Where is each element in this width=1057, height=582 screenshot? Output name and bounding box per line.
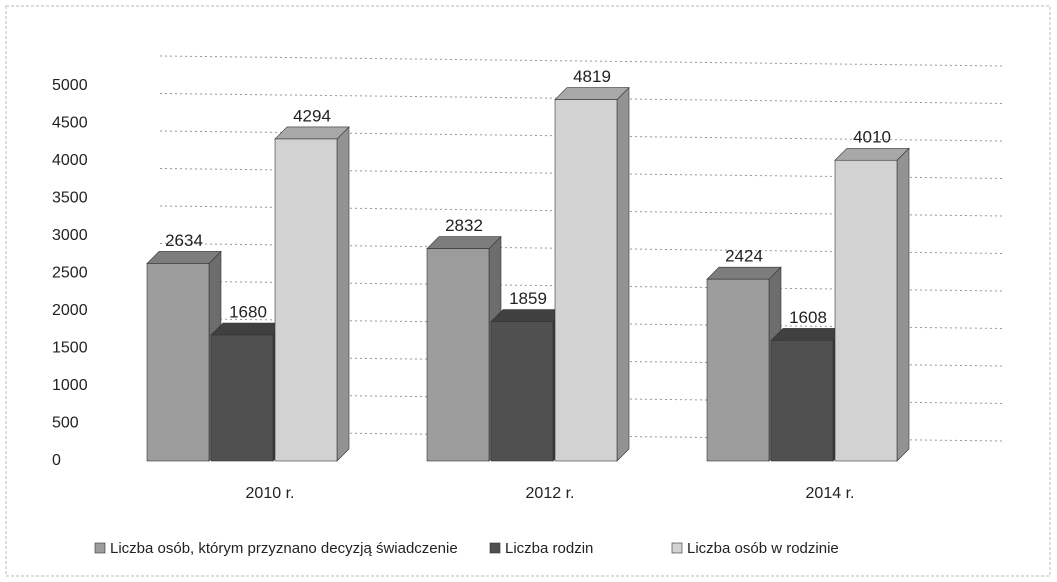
bar-top bbox=[426, 236, 502, 249]
data-label: 4819 bbox=[573, 67, 611, 86]
legend-swatch bbox=[94, 542, 106, 554]
x-tick-label: 2012 r. bbox=[526, 485, 575, 502]
y-tick-label: 500 bbox=[52, 415, 79, 432]
legend-swatch bbox=[489, 542, 501, 554]
data-label: 1608 bbox=[789, 308, 827, 327]
data-label: 4010 bbox=[853, 128, 891, 147]
bar bbox=[490, 321, 554, 462]
bar-top bbox=[554, 87, 630, 100]
data-label: 2424 bbox=[725, 247, 763, 266]
bar bbox=[706, 278, 770, 462]
y-tick-label: 4500 bbox=[52, 115, 88, 132]
y-tick-label: 5000 bbox=[52, 77, 88, 94]
bar-top bbox=[274, 126, 350, 140]
data-label: 4294 bbox=[293, 106, 331, 125]
data-label: 2634 bbox=[165, 231, 203, 250]
bar-top bbox=[706, 266, 782, 280]
y-tick-label: 0 bbox=[52, 452, 61, 469]
data-label: 1859 bbox=[509, 289, 547, 308]
data-label: 2832 bbox=[445, 216, 483, 235]
bar-side bbox=[616, 86, 630, 462]
bar-top bbox=[146, 251, 222, 264]
y-tick-label: 2500 bbox=[52, 265, 88, 282]
bar-side bbox=[336, 126, 350, 462]
bar bbox=[426, 248, 490, 462]
bar bbox=[834, 159, 898, 462]
y-tick-label: 3000 bbox=[52, 227, 88, 244]
bar bbox=[554, 99, 618, 462]
legend-label: Liczba osób w rodzinie bbox=[687, 540, 839, 557]
legend-label: Liczba osób, którym przyznano decyzją św… bbox=[110, 540, 458, 557]
bar bbox=[146, 263, 210, 462]
y-tick-label: 3500 bbox=[52, 190, 88, 207]
bar-top bbox=[770, 328, 846, 341]
bar bbox=[210, 334, 274, 462]
bar bbox=[770, 340, 834, 462]
x-tick-label: 2014 r. bbox=[806, 485, 855, 502]
data-label: 1680 bbox=[229, 302, 267, 321]
grid-line bbox=[159, 93, 1006, 104]
legend-label: Liczba rodzin bbox=[505, 540, 593, 557]
grid-line bbox=[159, 55, 1006, 67]
y-tick-label: 4000 bbox=[52, 152, 88, 169]
y-tick-label: 1000 bbox=[52, 377, 88, 394]
y-tick-label: 2000 bbox=[52, 302, 88, 319]
bar-top bbox=[210, 322, 286, 336]
bar-top bbox=[490, 309, 566, 322]
bar-side bbox=[896, 147, 910, 462]
x-tick-label: 2010 r. bbox=[246, 485, 295, 502]
bar bbox=[274, 138, 338, 462]
y-tick-label: 1500 bbox=[52, 340, 88, 357]
legend-swatch bbox=[671, 542, 683, 554]
bar-top bbox=[834, 147, 910, 161]
